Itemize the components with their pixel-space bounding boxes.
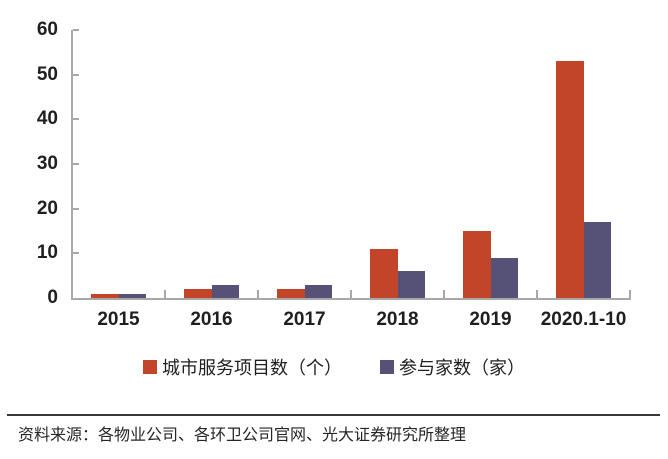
x-axis-label: 2017 — [283, 309, 326, 330]
bar-chart-plot-area: 0 10 20 30 40 50 60 2015 2016 2017 2018 2019 2020.1-… — [36, 19, 631, 330]
x-axis-label: 2019 — [469, 309, 512, 330]
legend-label: 参与家数（家） — [399, 358, 525, 378]
x-axis-tick — [164, 290, 166, 298]
y-axis-label: 20 — [36, 197, 58, 219]
bar-participating-companies — [304, 284, 332, 298]
y-axis-label: 10 — [36, 242, 58, 264]
y-axis-tick — [73, 118, 79, 121]
y-axis-line — [71, 30, 73, 298]
y-axis-label: 50 — [36, 63, 58, 85]
legend-label: 城市服务项目数（个） — [162, 358, 342, 378]
x-axis-label: 2020.1-10 — [540, 309, 627, 330]
y-axis-label: 60 — [36, 19, 58, 40]
x-axis-label: 2018 — [376, 309, 419, 330]
bar-participating-companies — [211, 284, 239, 298]
bar-participating-companies — [397, 271, 425, 298]
bar-city-service-projects — [463, 231, 491, 298]
bar-participating-companies — [490, 257, 518, 298]
bar-participating-companies — [118, 293, 146, 298]
bar-city-service-projects — [556, 61, 584, 298]
y-axis-tick — [73, 73, 79, 76]
x-axis-tick — [350, 290, 352, 298]
bar-city-service-projects — [91, 293, 119, 298]
x-axis-label: 2016 — [190, 309, 233, 330]
y-axis-tick — [73, 29, 79, 31]
chart-legend: 城市服务项目数（个） 参与家数（家） — [0, 354, 668, 380]
x-axis-label: 2015 — [97, 309, 140, 330]
bar-city-service-projects — [277, 289, 305, 298]
y-axis-tick — [73, 252, 79, 255]
source-divider — [7, 414, 660, 416]
x-axis-tick — [629, 290, 631, 298]
y-axis-tick — [73, 163, 79, 165]
y-axis-label: 30 — [36, 153, 58, 174]
y-axis-tick — [73, 207, 79, 210]
y-axis-label: 0 — [47, 287, 58, 308]
y-axis-label: 40 — [36, 108, 58, 130]
bar-participating-companies — [583, 222, 611, 298]
legend-swatch-icon — [380, 360, 394, 374]
legend-item: 参与家数（家） — [380, 354, 525, 380]
bar-city-service-projects — [184, 289, 212, 298]
bar-city-service-projects — [370, 248, 398, 298]
x-axis-line — [71, 298, 631, 300]
legend-swatch-icon — [143, 360, 157, 374]
source-note: 资料来源：各物业公司、各环卫公司官网、光大证券研究所整理 — [18, 427, 467, 444]
x-axis-tick — [443, 290, 445, 298]
legend-item: 城市服务项目数（个） — [143, 354, 342, 380]
x-axis-tick — [536, 290, 538, 298]
x-axis-tick — [257, 290, 259, 298]
